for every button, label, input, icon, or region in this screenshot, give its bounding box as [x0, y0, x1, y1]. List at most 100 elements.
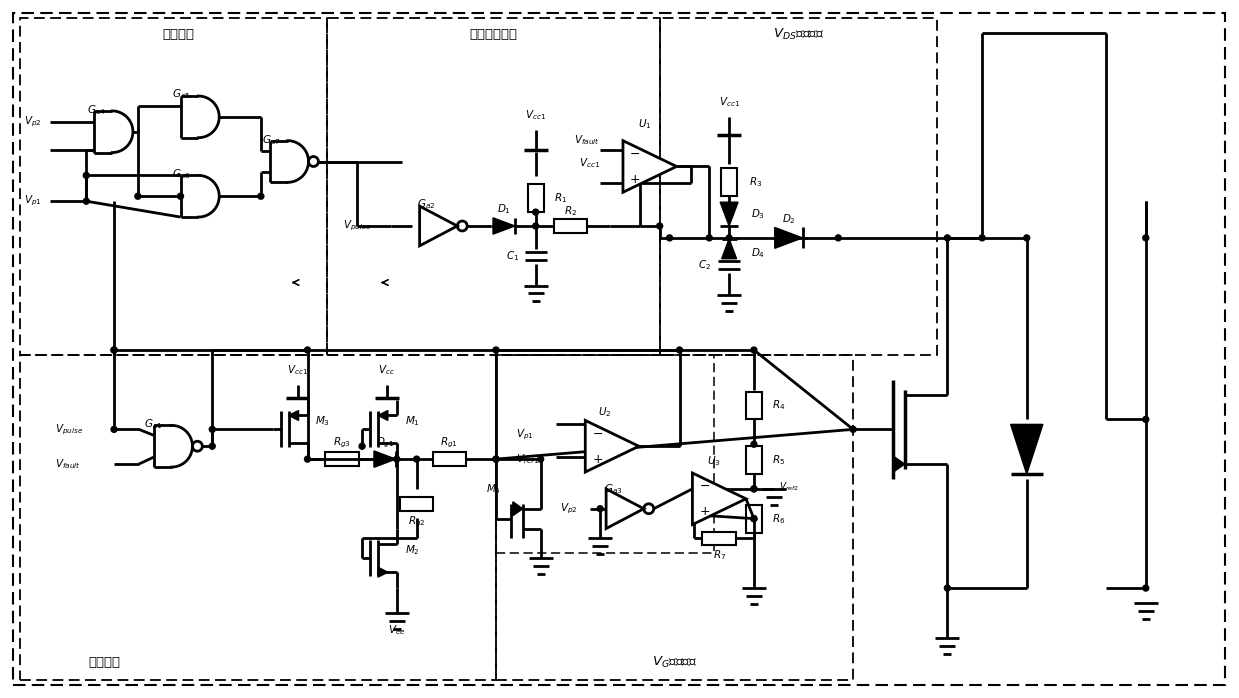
Text: $R_{g3}$: $R_{g3}$ — [333, 436, 351, 450]
Text: $C_1$: $C_1$ — [506, 249, 519, 262]
Circle shape — [493, 456, 499, 462]
Polygon shape — [693, 473, 746, 525]
Text: $V_{cc1}$: $V_{cc1}$ — [525, 108, 546, 121]
Text: $G_{a7}$: $G_{a7}$ — [261, 133, 280, 147]
Text: $V_{ref1}$: $V_{ref1}$ — [515, 452, 539, 466]
Circle shape — [676, 347, 683, 353]
Text: 短路保护单元: 短路保护单元 — [470, 28, 517, 41]
Circle shape — [414, 456, 420, 462]
Circle shape — [533, 209, 539, 215]
Bar — [327, 17, 659, 355]
Circle shape — [493, 347, 499, 353]
Circle shape — [209, 426, 216, 432]
Polygon shape — [721, 239, 736, 259]
Text: $M_5$: $M_5$ — [486, 482, 501, 496]
Text: $D_2$: $D_2$ — [782, 212, 795, 226]
Text: $V_{cc}$: $V_{cc}$ — [378, 363, 395, 377]
Polygon shape — [374, 451, 395, 467]
Text: $V_{ref2}$: $V_{ref2}$ — [779, 481, 799, 493]
Text: $V_{pulse}$: $V_{pulse}$ — [55, 422, 83, 436]
Circle shape — [112, 426, 116, 432]
Text: $R_7$: $R_7$ — [712, 549, 726, 563]
Text: $V_{DS}$检测单元: $V_{DS}$检测单元 — [773, 27, 824, 42]
Circle shape — [726, 235, 732, 241]
Circle shape — [112, 347, 116, 353]
Polygon shape — [720, 202, 738, 226]
Circle shape — [751, 516, 757, 521]
Polygon shape — [493, 218, 515, 234]
Circle shape — [751, 516, 757, 521]
Text: $U_1$: $U_1$ — [638, 117, 652, 131]
Text: $M_3$: $M_3$ — [316, 415, 331, 429]
Bar — [746, 392, 762, 419]
Bar — [326, 452, 359, 466]
Circle shape — [533, 223, 539, 229]
Bar — [496, 355, 714, 554]
Text: $G_{a6}$: $G_{a6}$ — [172, 168, 191, 181]
Text: $G_{a5}$: $G_{a5}$ — [172, 87, 191, 101]
Text: $R_5$: $R_5$ — [772, 453, 786, 467]
Text: $V_{p1}$: $V_{p1}$ — [515, 427, 534, 442]
Bar — [659, 17, 938, 355]
Circle shape — [83, 172, 89, 179]
Bar — [746, 446, 762, 474]
Polygon shape — [513, 502, 523, 516]
Circle shape — [944, 585, 950, 591]
Text: $G_{a4}$: $G_{a4}$ — [87, 103, 105, 117]
Circle shape — [538, 456, 544, 462]
Text: $D_4$: $D_4$ — [751, 246, 766, 260]
Text: $D_3$: $D_3$ — [751, 207, 764, 221]
Text: $V_{cc1}$: $V_{cc1}$ — [719, 95, 740, 109]
Circle shape — [657, 223, 663, 229]
Bar — [432, 452, 466, 466]
Circle shape — [751, 347, 757, 353]
Text: $G_{a1}$: $G_{a1}$ — [145, 417, 164, 431]
Circle shape — [1142, 417, 1149, 422]
Text: $U_2$: $U_2$ — [598, 406, 612, 419]
Circle shape — [751, 486, 757, 492]
Polygon shape — [378, 567, 388, 577]
Text: $G_{a3}$: $G_{a3}$ — [603, 482, 622, 496]
Text: $R_2$: $R_2$ — [564, 205, 577, 218]
Text: $D_{g1}$: $D_{g1}$ — [375, 436, 394, 450]
Polygon shape — [774, 228, 803, 248]
Text: $G_{a2}$: $G_{a2}$ — [418, 198, 436, 211]
Text: $-$: $-$ — [699, 480, 710, 492]
Circle shape — [112, 347, 116, 353]
Text: $V_{p1}$: $V_{p1}$ — [24, 194, 42, 209]
Polygon shape — [1011, 424, 1043, 474]
Bar — [746, 505, 762, 533]
Circle shape — [258, 193, 264, 199]
Bar — [703, 532, 736, 545]
Circle shape — [83, 198, 89, 204]
Circle shape — [493, 456, 499, 462]
Text: $V_{cc1}$: $V_{cc1}$ — [287, 363, 309, 377]
Bar — [528, 184, 544, 212]
Polygon shape — [420, 206, 457, 246]
Bar — [496, 355, 854, 681]
Circle shape — [177, 193, 183, 199]
Text: $R_{g1}$: $R_{g1}$ — [440, 436, 458, 450]
Text: $+$: $+$ — [699, 505, 710, 518]
Circle shape — [305, 456, 311, 462]
Circle shape — [359, 443, 366, 450]
Text: $V_{fault}$: $V_{fault}$ — [55, 457, 81, 471]
Polygon shape — [623, 141, 676, 192]
Circle shape — [850, 426, 856, 432]
Circle shape — [706, 235, 712, 241]
Text: $+$: $+$ — [629, 173, 641, 186]
Text: $V_{ee}$: $V_{ee}$ — [388, 623, 405, 637]
Text: $V_{cc1}$: $V_{cc1}$ — [579, 156, 600, 170]
Circle shape — [751, 486, 757, 492]
Circle shape — [394, 456, 400, 462]
Bar — [554, 219, 587, 233]
Text: $V_{pulse}$: $V_{pulse}$ — [343, 218, 372, 233]
Text: $C_2$: $C_2$ — [698, 258, 711, 272]
Circle shape — [597, 506, 603, 512]
Bar — [20, 355, 496, 681]
Text: $R_3$: $R_3$ — [748, 175, 762, 189]
Text: 逻辑单元: 逻辑单元 — [162, 28, 195, 41]
Text: $R_4$: $R_4$ — [772, 399, 786, 413]
Text: $R_{g2}$: $R_{g2}$ — [408, 514, 425, 529]
Circle shape — [835, 235, 841, 241]
